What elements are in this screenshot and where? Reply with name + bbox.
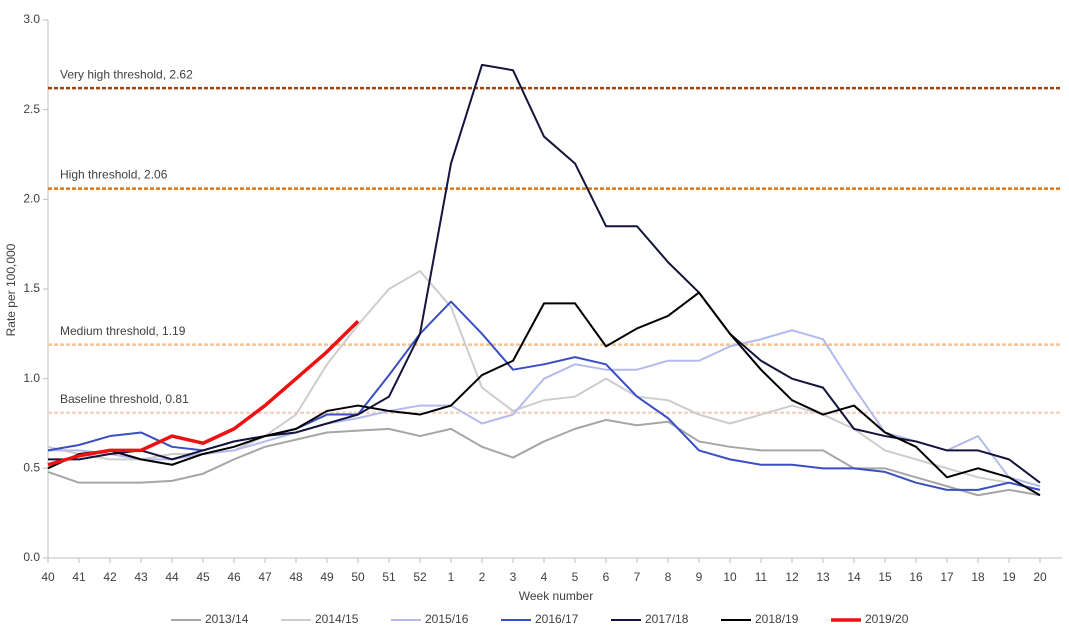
y-tick-label: 2.5 — [23, 102, 40, 116]
series-line — [47, 300, 1041, 491]
x-tick-label: 50 — [351, 570, 365, 584]
x-tick-label: 4 — [541, 570, 548, 584]
x-tick-label: 17 — [940, 570, 954, 584]
x-tick-label: 44 — [165, 570, 179, 584]
y-tick-label: 0.5 — [23, 461, 40, 475]
threshold-label: High threshold, 2.06 — [60, 168, 168, 182]
x-tick-label: 16 — [909, 570, 923, 584]
x-tick-label: 9 — [696, 570, 703, 584]
x-tick-label: 40 — [41, 570, 55, 584]
series-line — [47, 320, 360, 467]
x-tick-label: 41 — [72, 570, 86, 584]
x-axis-label: Week number — [519, 589, 593, 603]
x-tick-label: 51 — [382, 570, 396, 584]
threshold-label: Baseline threshold, 0.81 — [60, 392, 189, 406]
legend-label: 2016/17 — [535, 612, 579, 626]
x-tick-label: 5 — [572, 570, 579, 584]
x-tick-label: 11 — [755, 570, 768, 584]
x-tick-label: 15 — [878, 570, 892, 584]
series-line — [47, 291, 1041, 497]
x-tick-label: 13 — [816, 570, 830, 584]
x-tick-label: 7 — [634, 570, 641, 584]
series-line — [48, 63, 1041, 484]
series-line — [48, 329, 1041, 488]
x-tick-label: 6 — [603, 570, 610, 584]
x-tick-label: 52 — [413, 570, 427, 584]
x-tick-label: 45 — [196, 570, 210, 584]
legend-label: 2017/18 — [645, 612, 689, 626]
x-tick-label: 1 — [448, 570, 455, 584]
x-tick-label: 8 — [665, 570, 672, 584]
series-line — [47, 418, 1041, 497]
threshold-label: Medium threshold, 1.19 — [60, 324, 186, 338]
legend-label: 2018/19 — [755, 612, 799, 626]
y-tick-label: 0.0 — [23, 550, 40, 564]
x-tick-label: 19 — [1002, 570, 1016, 584]
x-tick-label: 47 — [258, 570, 272, 584]
y-tick-label: 2.0 — [23, 192, 40, 206]
y-tick-label: 1.5 — [23, 281, 40, 295]
legend-label: 2019/20 — [865, 612, 909, 626]
x-tick-label: 48 — [289, 570, 303, 584]
x-tick-label: 3 — [510, 570, 517, 584]
x-tick-label: 12 — [785, 570, 799, 584]
x-tick-label: 20 — [1033, 570, 1047, 584]
y-axis-label: Rate per 100,000 — [4, 243, 18, 336]
x-tick-label: 18 — [971, 570, 985, 584]
x-tick-label: 46 — [227, 570, 241, 584]
y-tick-label: 1.0 — [23, 371, 40, 385]
legend-label: 2014/15 — [315, 612, 359, 626]
legend-label: 2015/16 — [425, 612, 469, 626]
x-tick-label: 43 — [134, 570, 148, 584]
x-tick-label: 10 — [723, 570, 737, 584]
threshold-label: Very high threshold, 2.62 — [60, 67, 193, 81]
x-tick-label: 42 — [103, 570, 117, 584]
legend-label: 2013/14 — [205, 612, 249, 626]
x-tick-label: 14 — [847, 570, 861, 584]
y-tick-label: 3.0 — [23, 12, 40, 26]
x-tick-label: 49 — [320, 570, 334, 584]
x-tick-label: 2 — [479, 570, 486, 584]
